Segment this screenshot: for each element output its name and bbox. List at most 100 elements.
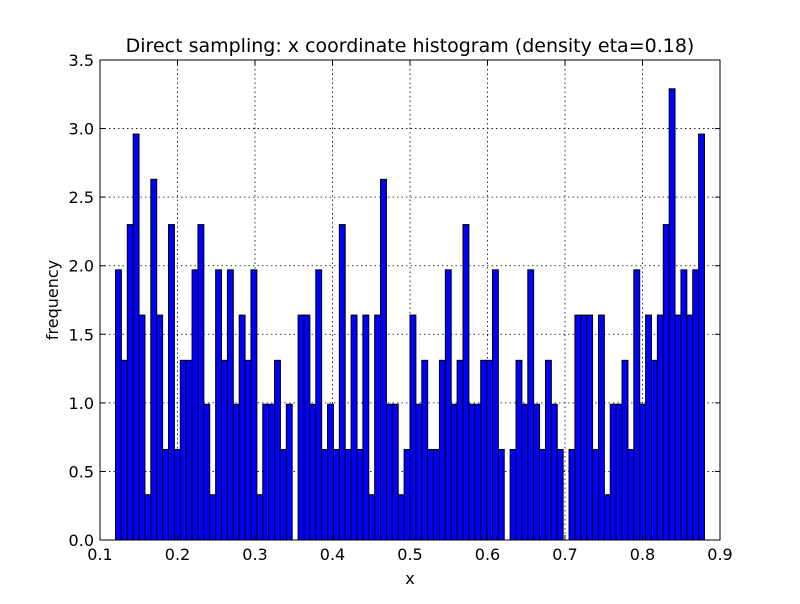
histogram-bar — [491, 269, 499, 541]
histogram-bar — [680, 269, 688, 541]
histogram-bar — [350, 314, 358, 541]
histogram-bar — [521, 403, 529, 541]
histogram-bar — [668, 88, 676, 541]
histogram-bar — [203, 403, 211, 541]
axis-ticks — [99, 59, 721, 541]
chart-title: Direct sampling: x coordinate histogram … — [126, 35, 695, 57]
histogram-bar — [179, 359, 187, 541]
histogram-bar — [480, 359, 488, 541]
histogram-bar — [168, 224, 175, 541]
x-axis-label: x — [405, 569, 414, 588]
histogram-bar — [173, 448, 181, 541]
histogram-bar — [327, 403, 334, 541]
histogram-bar — [403, 448, 411, 541]
y-axis-label: frequency — [43, 260, 62, 340]
y-tick-label: 1.5 — [69, 325, 94, 344]
y-tick-label: 3.0 — [69, 120, 94, 139]
histogram-bar — [474, 403, 482, 541]
histogram-bar — [468, 403, 476, 541]
histogram-bar — [568, 448, 576, 541]
histogram-bar — [662, 224, 670, 541]
histogram-bar — [244, 359, 252, 541]
histogram-bar — [645, 314, 652, 541]
histogram-bar — [321, 448, 329, 541]
histogram-bar — [456, 359, 464, 541]
y-tick-labels: 0.0 0.5 1.0 1.5 2.0 2.5 3.0 3.5 — [69, 51, 94, 550]
histogram-bar — [409, 314, 417, 541]
histogram-bar — [391, 403, 399, 541]
histogram-bar — [221, 359, 228, 541]
x-tick-labels: 0.1 0.2 0.3 0.4 0.5 0.6 0.7 0.8 0.9 — [87, 545, 732, 564]
histogram-bar — [368, 494, 376, 541]
histogram-bar — [338, 224, 346, 541]
histogram-bar — [132, 133, 140, 541]
histogram-bar — [427, 448, 435, 541]
histogram-bar — [544, 359, 552, 541]
histogram-bar — [444, 269, 452, 541]
histogram-bar — [126, 224, 134, 541]
histogram-bar — [533, 403, 541, 541]
histogram-bar — [226, 269, 234, 541]
x-tick-label: 0.8 — [630, 545, 655, 564]
histogram-bar — [285, 403, 293, 541]
histogram-bar — [397, 494, 405, 541]
histogram-bar — [315, 269, 323, 541]
histogram-bar — [650, 359, 658, 541]
histogram-bar — [209, 494, 217, 541]
histogram-bar — [621, 359, 629, 541]
histogram-bar — [609, 403, 617, 541]
x-tick-label: 0.7 — [552, 545, 577, 564]
x-tick-label: 0.6 — [475, 545, 500, 564]
histogram-bar — [191, 269, 199, 541]
histogram-bar — [627, 448, 635, 541]
x-tick-label: 0.9 — [707, 545, 732, 564]
histogram-bar — [232, 403, 240, 541]
histogram-bar — [356, 448, 364, 541]
histogram-bar — [497, 448, 505, 541]
histogram-bar — [380, 178, 387, 541]
histogram-bar — [374, 314, 382, 541]
histogram-bar — [262, 403, 270, 541]
histogram-bar — [156, 314, 164, 541]
histogram-bar — [556, 448, 564, 541]
histogram-bar — [550, 403, 558, 541]
histogram-bar — [656, 314, 664, 541]
x-tick-label: 0.5 — [397, 545, 422, 564]
histogram-bar — [450, 403, 458, 541]
histogram-bar — [309, 403, 317, 541]
histogram-bar — [462, 224, 470, 541]
histogram-bar — [279, 448, 287, 541]
histogram-bar — [303, 314, 311, 541]
histogram-bar — [527, 269, 535, 541]
histogram-bar — [268, 403, 276, 541]
histogram-bar — [615, 403, 623, 541]
histogram-bar — [580, 314, 588, 541]
y-tick-label: 3.5 — [69, 51, 94, 70]
histogram-bar — [332, 448, 340, 541]
y-tick-label: 0.0 — [69, 531, 94, 550]
histogram-bar — [586, 314, 594, 541]
x-tick-label: 0.2 — [165, 545, 190, 564]
histogram-bar — [421, 359, 429, 541]
histogram-bar — [115, 269, 122, 541]
histogram-bar — [162, 448, 170, 541]
histogram-bar — [539, 448, 546, 541]
histogram-bar — [674, 314, 682, 541]
histogram-bar — [150, 178, 158, 541]
histogram-bar — [297, 314, 305, 541]
histogram-bar — [385, 403, 393, 541]
histogram-bar — [362, 314, 370, 541]
histogram-bar — [197, 224, 205, 541]
histogram-bar — [215, 269, 223, 541]
y-tick-label: 2.0 — [69, 257, 94, 276]
histogram-bar — [515, 359, 523, 541]
histogram-bar — [686, 314, 694, 541]
histogram-bar — [486, 359, 493, 541]
histogram-bar — [633, 269, 641, 541]
histogram-bar — [592, 448, 599, 541]
histogram-bar — [438, 359, 446, 541]
histogram-bar — [274, 359, 281, 541]
histogram-bar — [415, 403, 423, 541]
